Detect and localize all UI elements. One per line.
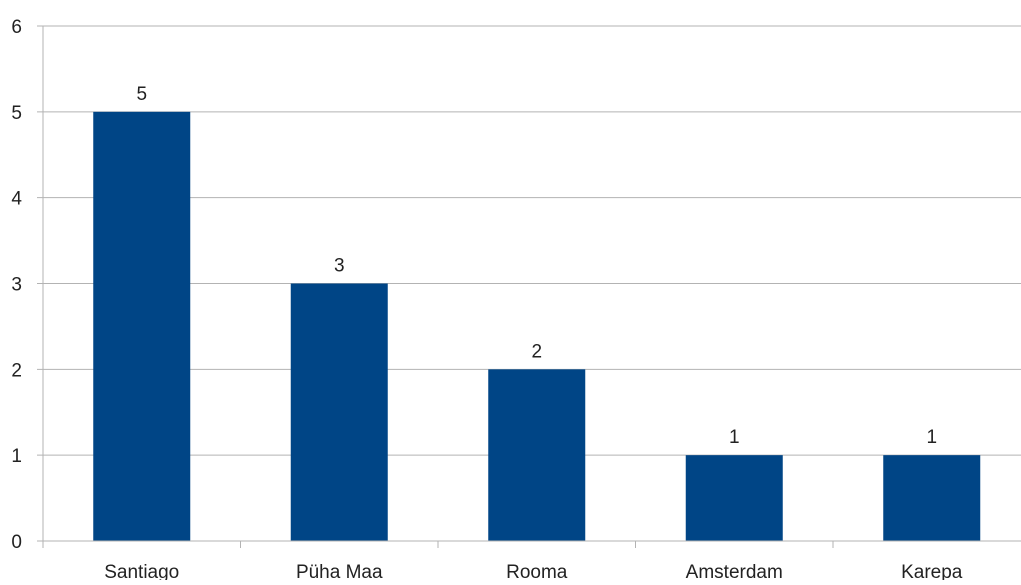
- x-tick-label: Karepa: [901, 562, 963, 580]
- x-tick-label: Amsterdam: [686, 562, 783, 580]
- data-label: 5: [136, 84, 147, 105]
- y-tick-label: 6: [11, 17, 22, 38]
- y-tick-label: 0: [11, 532, 22, 553]
- x-tick-label: Rooma: [506, 562, 568, 580]
- x-tick-label: Santiago: [104, 562, 179, 580]
- axes: [42, 26, 1021, 548]
- bar-püha-maa: [290, 283, 388, 541]
- data-label: 2: [531, 341, 542, 362]
- bar-amsterdam: [685, 455, 783, 541]
- bar-karepa: [883, 455, 981, 541]
- bars: [93, 111, 981, 541]
- y-tick-label: 3: [11, 275, 22, 296]
- data-label: 1: [729, 427, 740, 448]
- data-label: 3: [334, 256, 345, 277]
- x-tick-label: Püha Maa: [296, 562, 383, 580]
- y-tick-label: 2: [11, 360, 22, 381]
- y-tick-label: 5: [11, 103, 22, 124]
- y-tick-label: 1: [11, 446, 22, 467]
- labels: 0 1 2 3 4 5 6 5 Santiago 3 Püha Maa 2 Rooma 1 Amsterda…: [11, 17, 963, 583]
- data-label: 1: [926, 427, 937, 448]
- bar-santiago: [93, 111, 191, 541]
- bar-rooma: [488, 369, 586, 541]
- y-tick-label: 4: [11, 189, 22, 210]
